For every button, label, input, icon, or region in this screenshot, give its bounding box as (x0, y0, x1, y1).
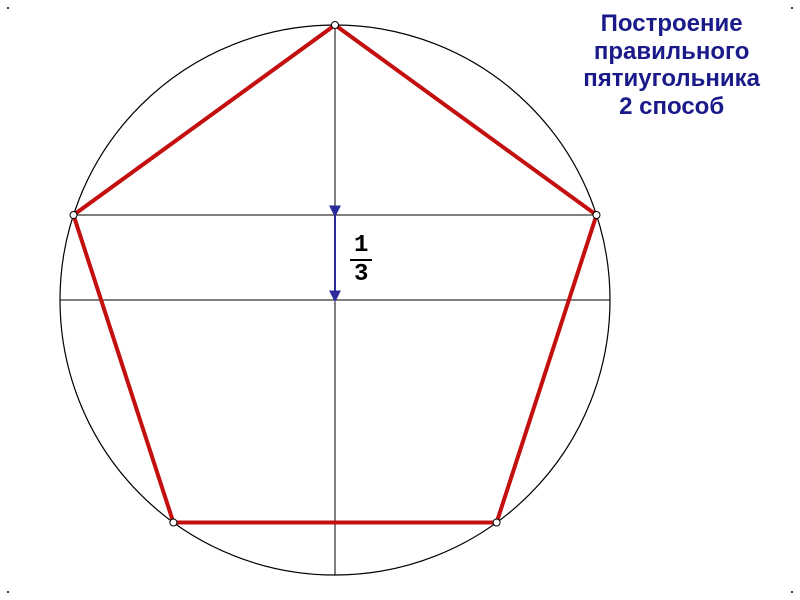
pentagon-vertex (593, 212, 600, 219)
fraction-denominator: 3 (350, 261, 372, 288)
corner-dot (791, 7, 793, 9)
pentagon-vertex (70, 212, 77, 219)
fraction-numerator: 1 (350, 232, 372, 259)
fraction-label: 1 3 (350, 232, 372, 288)
pentagon-vertex (332, 22, 339, 29)
diagram-title: Построение правильного пятиугольника 2 с… (583, 10, 760, 120)
corner-dot (7, 591, 9, 593)
pentagon-vertex (170, 519, 177, 526)
corner-dot (791, 591, 793, 593)
diagram-stage: Построение правильного пятиугольника 2 с… (0, 0, 800, 600)
pentagon-vertex (493, 519, 500, 526)
corner-dot (7, 7, 9, 9)
